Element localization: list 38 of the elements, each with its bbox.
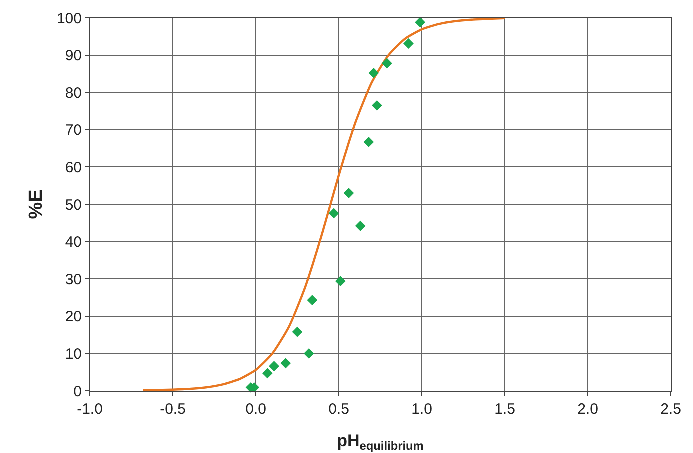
x-tick-label: 1.0: [412, 401, 432, 418]
point: [292, 326, 303, 338]
y-tick-label: 10: [65, 346, 82, 363]
point: [307, 295, 318, 306]
point: [404, 38, 414, 49]
x-tick-label: 1.5: [494, 401, 516, 418]
x-tick-label: -0.5: [160, 401, 186, 418]
y-tick-label: 70: [65, 122, 82, 140]
y-tick-label: 30: [65, 271, 82, 288]
x-tick-label: -1.0: [77, 401, 103, 418]
y-tick-label: 90: [65, 48, 82, 65]
point: [372, 100, 382, 111]
line-series: [142, 18, 506, 391]
point: [328, 208, 340, 219]
y-tick-label: 40: [65, 234, 82, 252]
y-tick-label: 80: [65, 84, 82, 102]
point: [344, 188, 354, 199]
y-axis-title: %E: [26, 190, 47, 220]
point: [262, 368, 273, 379]
y-tick-label: 60: [65, 159, 82, 176]
y-tick-label: 20: [65, 308, 82, 326]
y-tick-label: 50: [65, 196, 82, 214]
point: [335, 276, 346, 287]
x-tick-label: 0.5: [328, 401, 350, 418]
point: [269, 361, 280, 372]
point: [415, 17, 426, 28]
point: [368, 68, 380, 78]
point: [364, 137, 374, 148]
y-tick-label: 100: [56, 10, 82, 28]
y-tick-label: 0: [74, 383, 82, 400]
x-tick-label: 0.0: [246, 401, 266, 418]
x-axis-title: pH$_{equilibrium}$: [337, 431, 424, 453]
point: [280, 358, 292, 369]
point: [382, 58, 392, 69]
x-tick-label: 2.0: [578, 401, 598, 418]
point: [304, 348, 314, 359]
x-tick-label: 2.5: [660, 401, 682, 418]
point: [355, 220, 366, 232]
